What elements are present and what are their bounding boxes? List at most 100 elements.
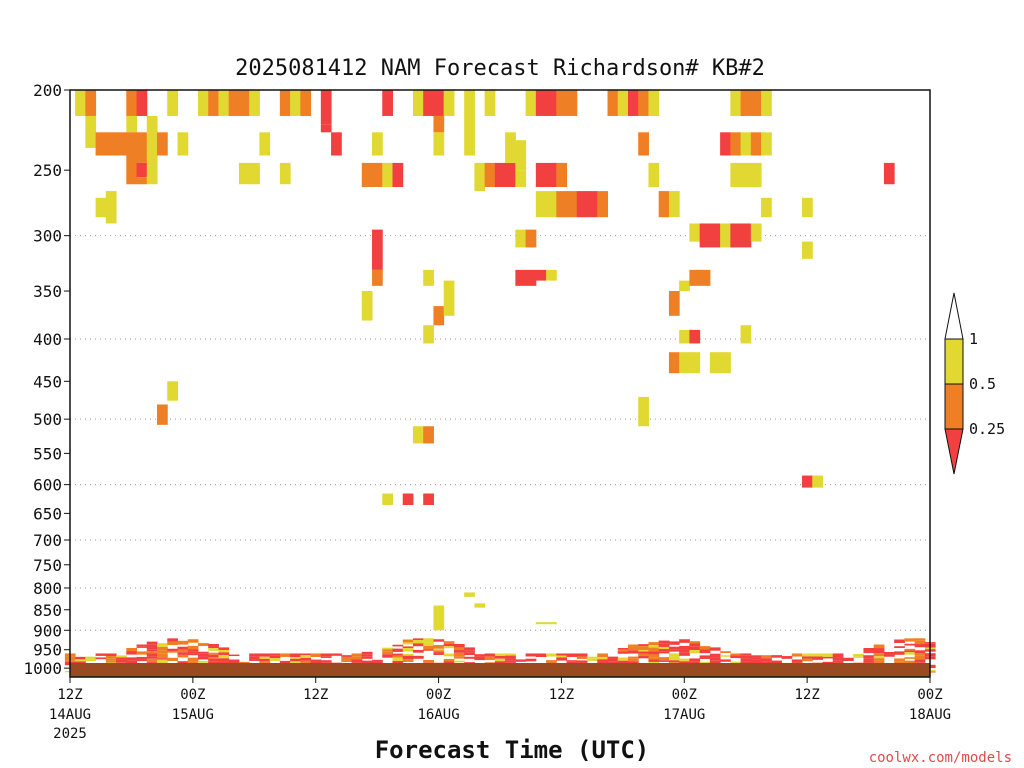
ri-cell	[85, 115, 97, 148]
ri-cell	[515, 269, 527, 286]
x-tick-date: 17AUG	[663, 707, 705, 723]
bl-cell	[146, 641, 158, 645]
bl-cell	[873, 656, 885, 659]
ri-cell	[750, 223, 762, 242]
bl-cell	[443, 658, 455, 662]
bl-cell	[658, 643, 670, 647]
ri-cell	[412, 90, 424, 116]
ri-cell	[126, 90, 138, 116]
bl-cell	[627, 650, 639, 654]
ri-cell	[535, 622, 547, 625]
bl-cell	[197, 656, 209, 660]
bl-cell	[791, 653, 803, 657]
ri-cell	[648, 90, 660, 116]
ri-cell	[146, 115, 158, 185]
ri-cell	[412, 426, 424, 444]
ri-cell	[423, 426, 434, 444]
ri-cell	[105, 132, 117, 156]
y-tick-label: 250	[33, 161, 62, 180]
bl-cell	[638, 651, 649, 654]
bl-cell	[873, 658, 885, 661]
ri-cell	[546, 622, 557, 625]
ri-cell	[720, 132, 731, 156]
bl-cell	[146, 658, 158, 663]
bl-cell	[904, 657, 916, 659]
bl-cell	[914, 653, 926, 656]
ri-cell	[505, 162, 516, 187]
bl-cell	[679, 658, 690, 662]
bl-cell	[402, 659, 414, 662]
bl-cell	[187, 649, 199, 652]
bl-cell	[914, 644, 926, 648]
bl-cell	[402, 648, 414, 652]
bl-cell	[249, 654, 260, 657]
ri-cell	[208, 90, 219, 116]
bl-cell	[576, 653, 588, 657]
bl-cell	[505, 653, 516, 656]
bl-cell	[597, 659, 608, 662]
ri-cell	[740, 162, 752, 187]
bl-cell	[525, 653, 537, 657]
ri-cell	[515, 229, 527, 248]
bl-cell	[116, 655, 127, 658]
bl-cell	[412, 655, 424, 659]
bl-cell	[433, 652, 445, 655]
bl-cell	[464, 647, 475, 651]
bl-cell	[597, 657, 608, 660]
bl-cell	[126, 651, 138, 655]
bl-cell	[597, 661, 608, 664]
bl-cell	[392, 644, 404, 647]
bl-cell	[300, 657, 312, 661]
bl-cell	[116, 659, 127, 663]
ri-cell	[535, 191, 547, 218]
bl-cell	[494, 661, 506, 665]
bl-cell	[453, 647, 465, 651]
bl-cell	[402, 642, 414, 645]
bl-cell	[126, 657, 138, 661]
bl-cell	[146, 651, 158, 654]
ri-cell	[484, 162, 496, 187]
bl-cell	[310, 659, 322, 664]
bl-cell	[791, 659, 803, 663]
bl-cell	[300, 653, 312, 655]
bl-cell	[126, 648, 138, 652]
ri-cell	[382, 90, 393, 116]
bl-cell	[873, 644, 885, 649]
bl-cell	[146, 649, 158, 652]
ri-cell	[433, 115, 445, 133]
bl-cell	[648, 647, 660, 652]
bl-cell	[873, 653, 885, 657]
bl-cell	[157, 653, 168, 657]
bl-cell	[617, 660, 629, 663]
ri-cell	[372, 132, 383, 156]
ri-cell	[157, 132, 168, 156]
bl-cell	[505, 660, 516, 663]
ri-cell	[699, 269, 711, 286]
bl-cell	[443, 653, 455, 657]
bl-cell	[515, 659, 527, 662]
ri-cell	[556, 162, 568, 187]
bl-cell	[412, 638, 424, 641]
bl-cell	[85, 659, 97, 662]
bl-cell	[412, 640, 424, 644]
bl-cell	[720, 659, 731, 662]
ri-cell	[320, 124, 332, 133]
bl-cell	[894, 646, 905, 648]
x-tick-label: 12Z	[57, 687, 82, 703]
y-tick-label: 1000	[23, 659, 62, 678]
bl-cell	[136, 659, 148, 662]
bl-cell	[648, 642, 660, 646]
bl-cell	[750, 659, 762, 664]
bl-cell	[484, 653, 496, 657]
ri-cell	[709, 352, 721, 374]
ri-cell	[249, 90, 260, 116]
bl-cell	[146, 647, 158, 650]
bl-cell	[904, 643, 916, 646]
ri-cell	[136, 162, 148, 178]
bl-cell	[648, 657, 660, 660]
ri-cell	[761, 90, 772, 116]
bl-cell	[249, 653, 260, 655]
bl-cell	[607, 659, 619, 662]
ri-cell	[116, 132, 127, 156]
bl-cell	[361, 651, 373, 655]
